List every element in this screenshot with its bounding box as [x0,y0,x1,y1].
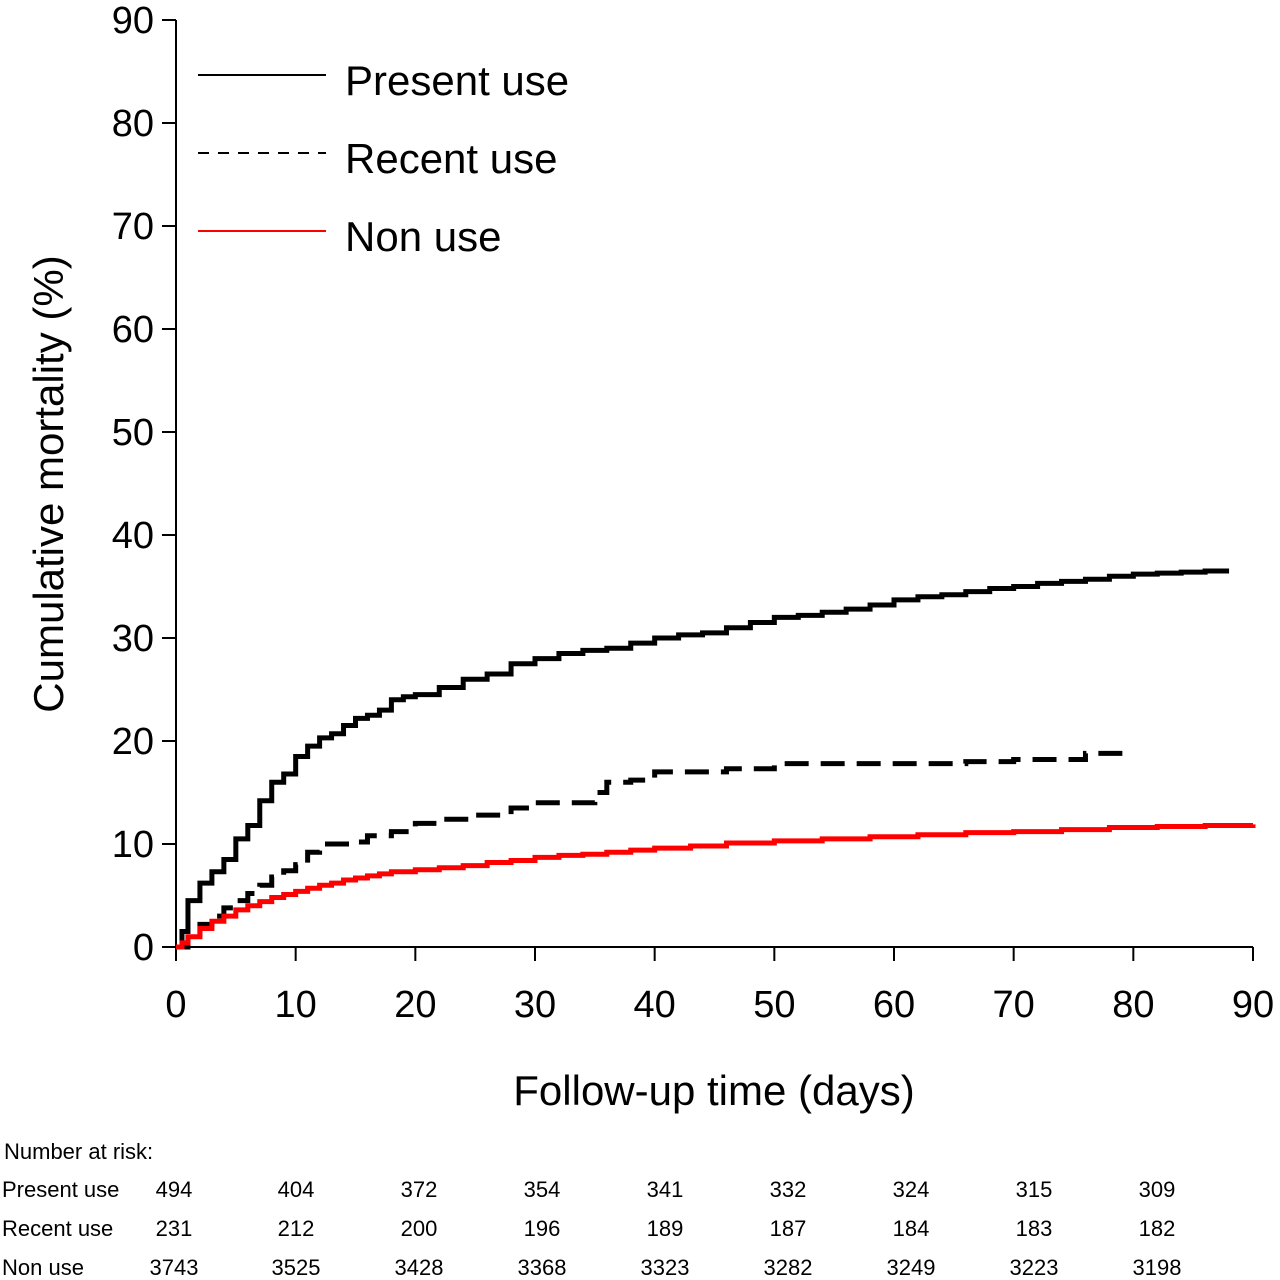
y-tick-label: 30 [112,618,154,660]
risk-row-label: Non use [2,1255,84,1280]
x-tick-label: 30 [514,984,556,1026]
legend-label: Recent use [345,135,557,182]
legend: Present use Recent use Non use [198,57,569,260]
y-tick-label: 60 [112,309,154,351]
risk-table: Number at risk: Present use 494 404 372 354 3… [2,1139,1181,1280]
risk-cell: 341 [647,1177,684,1202]
series-line-non-use [176,822,1256,950]
risk-cell: 212 [278,1216,315,1241]
risk-cell: 187 [770,1216,807,1241]
risk-cell: 315 [1016,1177,1053,1202]
risk-cell: 182 [1139,1216,1176,1241]
x-tick-label: 80 [1112,984,1154,1026]
risk-cell: 200 [401,1216,438,1241]
risk-cell: 3198 [1133,1255,1182,1280]
y-tick-label: 10 [112,824,154,866]
risk-cell: 231 [156,1216,193,1241]
risk-cell: 324 [893,1177,930,1202]
risk-cell: 3743 [150,1255,199,1280]
risk-cell: 3428 [395,1255,444,1280]
y-tick-label: 40 [112,515,154,557]
risk-cell: 372 [401,1177,438,1202]
risk-cell: 354 [524,1177,561,1202]
x-tick-label: 0 [165,984,186,1026]
risk-cell: 3223 [1010,1255,1059,1280]
risk-row-label: Present use [2,1177,119,1202]
y-tick-label: 90 [112,0,154,42]
risk-cell: 3368 [518,1255,567,1280]
risk-cell: 309 [1139,1177,1176,1202]
axes: 0 10 20 30 40 50 60 70 80 90 0 10 20 30 40 50 60 70 80 90 [112,0,1274,1026]
y-axis-title: Cumulative mortality (%) [25,255,72,712]
y-tick-label: 80 [112,103,154,145]
risk-cell: 189 [647,1216,684,1241]
x-tick-label: 70 [993,984,1035,1026]
y-tick-label: 0 [133,927,154,969]
y-tick-label: 70 [112,206,154,248]
series-line-recent-use [176,750,1134,950]
risk-cell: 404 [278,1177,315,1202]
x-ticks: 0 10 20 30 40 50 60 70 80 90 [165,947,1274,1026]
risk-cell: 183 [1016,1216,1053,1241]
risk-cell: 3282 [764,1255,813,1280]
x-tick-label: 90 [1232,984,1274,1026]
risk-cell: 3525 [272,1255,321,1280]
x-axis-title: Follow-up time (days) [513,1067,914,1114]
risk-cell: 332 [770,1177,807,1202]
y-ticks: 0 10 20 30 40 50 60 70 80 90 [112,0,176,969]
series-layer [176,568,1256,950]
risk-cell: 184 [893,1216,930,1241]
risk-row-label: Recent use [2,1216,113,1241]
x-tick-label: 50 [753,984,795,1026]
risk-cell: 196 [524,1216,561,1241]
y-tick-label: 50 [112,412,154,454]
x-tick-label: 10 [275,984,317,1026]
legend-label: Present use [345,57,569,104]
x-tick-label: 60 [873,984,915,1026]
risk-cell: 494 [156,1177,193,1202]
series-line-present-use [176,568,1230,950]
x-tick-label: 40 [634,984,676,1026]
risk-cell: 3323 [641,1255,690,1280]
risk-table-title: Number at risk: [4,1139,153,1164]
y-tick-label: 20 [112,721,154,763]
risk-cell: 3249 [887,1255,936,1280]
x-tick-label: 20 [394,984,436,1026]
legend-label: Non use [345,213,501,260]
